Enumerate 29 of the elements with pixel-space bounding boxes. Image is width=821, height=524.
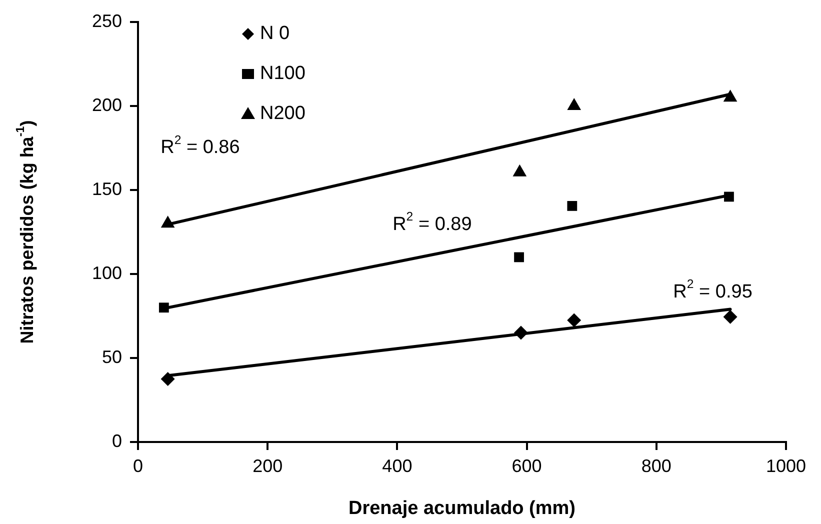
y-tick-label: 0 [112,430,122,451]
legend-label: N200 [260,103,306,124]
x-tick-label: 200 [252,456,283,476]
point [723,90,738,102]
legend-label: N100 [260,63,306,84]
x-tick-label: 400 [382,456,412,476]
point [514,326,528,340]
x-tick-label: 600 [512,456,542,476]
y-tick-label: 50 [102,346,122,367]
point [724,192,734,202]
x-tick-label: 0 [132,456,144,476]
point [567,201,578,211]
point [512,164,527,176]
y-tick-label: 150 [92,178,122,199]
legend-label: N 0 [260,23,290,44]
y-tick-label: 250 [92,10,122,31]
point [160,372,175,386]
point [514,252,524,262]
point [160,216,175,228]
point [158,302,169,313]
point [567,98,582,110]
y-tick-label: 200 [92,94,122,115]
point [567,313,582,328]
y-axis-title: Nitratos perdidos (kg ha-1) [14,120,37,344]
x-tick-label: 1000 [766,456,806,476]
point [723,310,738,324]
y-tick-label: 100 [92,262,122,283]
x-tick-label: 800 [641,456,672,476]
x-axis-title: Drenaje acumulado (mm) [348,498,576,519]
